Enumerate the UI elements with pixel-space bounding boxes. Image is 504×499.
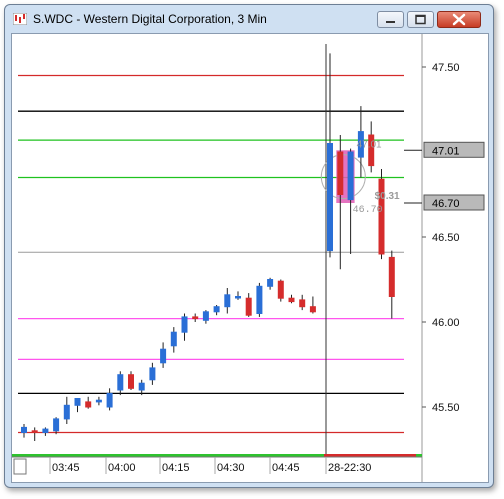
candle[interactable] <box>128 374 134 389</box>
candle[interactable] <box>53 418 60 432</box>
time-tick-label: 03:45 <box>52 462 80 474</box>
price-tag <box>423 194 485 211</box>
window-title: S.WDC - Western Digital Corporation, 3 M… <box>33 12 267 26</box>
price-tick-label: 47.50 <box>432 62 460 74</box>
candle[interactable] <box>42 428 49 434</box>
candle[interactable] <box>368 134 375 167</box>
candle[interactable] <box>213 306 220 313</box>
candle[interactable] <box>337 151 344 195</box>
close-button[interactable] <box>437 11 481 28</box>
candle[interactable] <box>378 178 385 255</box>
candle[interactable] <box>277 280 284 299</box>
candle[interactable] <box>309 306 316 313</box>
volume-strip <box>12 454 422 457</box>
candle[interactable] <box>170 331 177 347</box>
minimize-icon <box>386 21 395 23</box>
candle[interactable] <box>117 374 124 391</box>
candle[interactable] <box>74 398 81 406</box>
candle[interactable] <box>388 256 395 297</box>
candle[interactable] <box>256 285 263 315</box>
candle[interactable] <box>149 367 156 381</box>
price-tag-label: 46.70 <box>432 198 460 210</box>
candle[interactable] <box>235 296 241 299</box>
time-tick-label: 04:45 <box>272 462 300 474</box>
price-tag-label: 47.01 <box>432 145 460 157</box>
time-tick-label: 04:00 <box>108 462 136 474</box>
candle[interactable] <box>357 131 364 158</box>
candle[interactable] <box>347 151 354 201</box>
candle[interactable] <box>106 392 113 408</box>
chart-area[interactable]: 47.01 46.70 $0.31 47.50 46.50 46.00 45.50 47.01… <box>11 33 489 483</box>
price-tick-label: 45.50 <box>432 402 460 414</box>
selection-range-label: $0.31 <box>375 191 400 202</box>
plot-background <box>12 34 422 454</box>
scroll-handle[interactable] <box>13 458 27 475</box>
candle[interactable] <box>21 426 27 433</box>
candle[interactable] <box>245 297 252 316</box>
close-icon <box>452 13 466 26</box>
candle[interactable] <box>224 294 231 308</box>
price-tag <box>423 141 485 158</box>
time-tick-label: 04:15 <box>162 462 190 474</box>
candle[interactable] <box>181 316 188 333</box>
maximize-button[interactable] <box>407 11 434 28</box>
candle[interactable] <box>192 316 199 320</box>
minimize-button[interactable] <box>377 11 404 28</box>
time-tick-label: 28-22:30 <box>328 462 371 474</box>
candle[interactable] <box>327 143 333 252</box>
maximize-icon <box>415 14 426 25</box>
price-tick-label: 46.00 <box>432 317 460 329</box>
title-bar[interactable]: S.WDC - Western Digital Corporation, 3 M… <box>5 5 493 31</box>
candle[interactable] <box>85 401 92 408</box>
time-tick-label: 04:30 <box>217 462 245 474</box>
price-tick-label: 46.50 <box>432 232 460 244</box>
candle[interactable] <box>299 299 306 308</box>
candle[interactable] <box>95 399 102 403</box>
volume-strip-session <box>324 454 416 457</box>
candle[interactable] <box>288 297 295 303</box>
price-chart[interactable]: 47.01 46.70 $0.31 47.50 46.50 46.00 45.50 47.01… <box>12 34 488 482</box>
candle[interactable] <box>160 348 167 364</box>
selection-high-label: 47.01 <box>357 139 382 150</box>
candle[interactable] <box>202 311 209 321</box>
candle[interactable] <box>267 279 274 287</box>
candle[interactable] <box>63 404 70 420</box>
app-icon <box>13 13 27 25</box>
candle[interactable] <box>31 430 38 433</box>
selection-low-label: 46.70 <box>353 205 383 216</box>
chart-window: S.WDC - Western Digital Corporation, 3 M… <box>4 4 494 488</box>
candle[interactable] <box>138 382 145 391</box>
